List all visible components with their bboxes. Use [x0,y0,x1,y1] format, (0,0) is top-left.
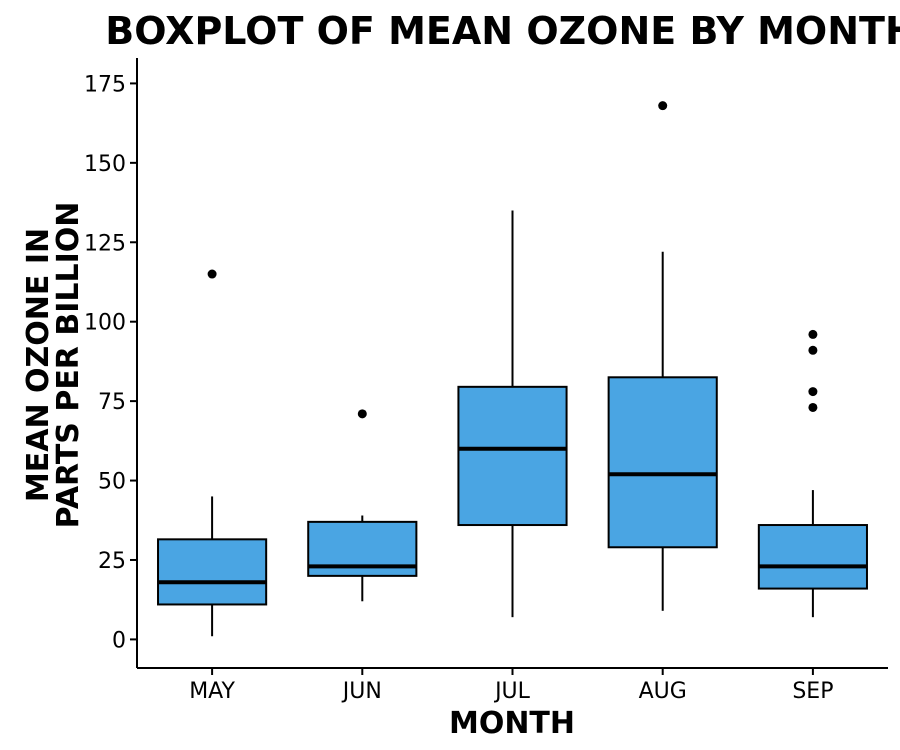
outlier-point-sep [808,402,818,412]
box-may [157,538,268,606]
x-tick-label: SEP [792,679,833,704]
outlier-point-aug [658,101,668,111]
y-tick-label: 175 [84,72,126,97]
y-tick-label: 25 [98,549,126,574]
x-tick-label: JUN [341,679,382,704]
plot-area: 0 25 50 75 100 125 150 175 MAY JUN JUL AUG SEP [84,58,888,704]
x-tick-label: JUL [493,679,531,704]
outlier-point-jun [357,409,367,419]
y-axis-title-line-1: MEAN OZONE IN [21,228,56,502]
x-tick-label: AUG [639,679,687,704]
y-tick-label: 100 [84,311,126,336]
y-tick-label: 125 [84,231,126,256]
y-tick-label: 75 [98,390,126,415]
x-axis-title: MONTH [449,706,575,741]
chart-title: BOXPLOT OF MEAN OZONE BY MONTH [105,9,900,53]
y-tick-label: 50 [98,470,126,495]
outlier-point-may [207,269,217,279]
box-aug [607,376,718,549]
y-tick-label: 0 [112,628,126,653]
y-tick-label: 150 [84,152,126,177]
x-tick-label: MAY [189,679,235,704]
outlier-point-sep [808,329,818,339]
y-axis-title-line-2: PARTS PER BILLION [51,202,86,529]
outlier-point-sep [808,387,818,397]
box-jul [457,385,568,527]
outlier-point-sep [808,345,818,355]
box-sep [757,524,868,590]
